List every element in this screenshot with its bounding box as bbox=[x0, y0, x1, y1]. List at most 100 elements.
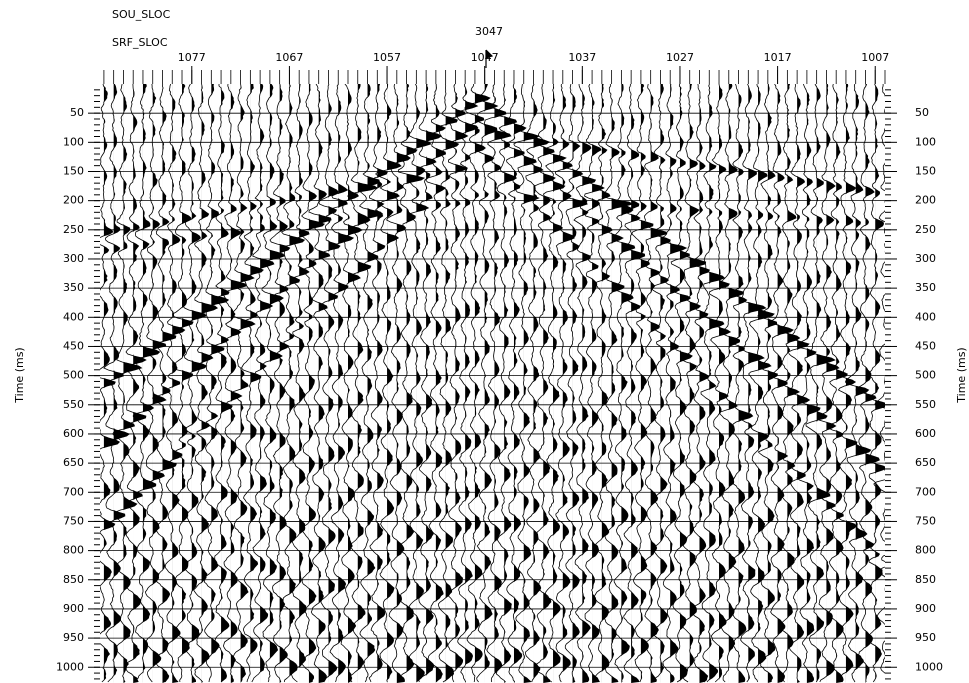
trace-fill bbox=[679, 84, 693, 683]
trace-wiggle bbox=[476, 84, 499, 683]
trace-wiggle bbox=[112, 84, 143, 683]
y-tick-label: 50 bbox=[70, 106, 84, 119]
trace-wiggle bbox=[100, 84, 121, 683]
trace-wiggle bbox=[748, 84, 775, 683]
y-tick-label: 150 bbox=[63, 164, 84, 177]
trace-fill bbox=[738, 84, 753, 683]
trace-fill bbox=[543, 84, 556, 683]
trace-fill bbox=[328, 84, 340, 683]
trace-fill bbox=[240, 84, 255, 683]
trace-wiggle bbox=[251, 84, 275, 683]
y-tick-label: 650 bbox=[63, 456, 84, 469]
y2-tick-label: 550 bbox=[915, 398, 936, 411]
trace-wiggle bbox=[340, 84, 363, 683]
trace-wiggle bbox=[328, 84, 355, 683]
y2-tick-label: 50 bbox=[915, 106, 929, 119]
trace-fill bbox=[289, 84, 305, 683]
trace-fill bbox=[797, 84, 810, 683]
trace-fill bbox=[133, 84, 146, 683]
trace-wiggle bbox=[817, 84, 840, 683]
trace-fill bbox=[172, 84, 185, 683]
trace-wiggle bbox=[867, 84, 885, 683]
y2-axis-label: Time (ms) bbox=[955, 347, 968, 403]
trace-wiggle bbox=[708, 84, 732, 683]
trace-wiggle bbox=[543, 84, 567, 683]
y2-tick-label: 700 bbox=[915, 485, 936, 498]
trace-wiggle bbox=[505, 84, 527, 683]
y-tick-label: 400 bbox=[63, 310, 84, 323]
trace-wiggle bbox=[757, 84, 778, 683]
trace-fill bbox=[621, 84, 635, 683]
y-tick-label: 450 bbox=[63, 339, 84, 352]
y2-tick-label: 400 bbox=[915, 310, 936, 323]
y-tick-label: 750 bbox=[63, 514, 84, 527]
trace-wiggle bbox=[436, 84, 460, 683]
trace-wiggle bbox=[651, 84, 671, 683]
trace-fill bbox=[230, 84, 246, 683]
trace-wiggle bbox=[211, 84, 233, 683]
trace-wiggle bbox=[375, 84, 402, 683]
y-tick-label: 300 bbox=[63, 252, 84, 265]
y-tick-label: 250 bbox=[63, 223, 84, 236]
y-tick-label: 100 bbox=[63, 135, 84, 148]
trace-wiggle bbox=[554, 84, 575, 683]
y2-tick-label: 500 bbox=[915, 369, 936, 382]
trace-wiggle bbox=[347, 84, 379, 683]
trace-wiggle bbox=[681, 84, 707, 683]
trace-fill bbox=[553, 84, 566, 683]
trace-fill bbox=[670, 84, 687, 683]
trace-fill bbox=[875, 84, 885, 683]
trace-wiggle bbox=[222, 84, 247, 683]
trace-wiggle bbox=[873, 84, 885, 674]
trace-wiggle bbox=[425, 84, 447, 683]
trace-wiggle bbox=[203, 84, 230, 683]
trace-fill bbox=[640, 84, 653, 683]
trace-wiggle bbox=[231, 84, 256, 683]
trace-wiggle bbox=[464, 84, 491, 683]
trace-fill bbox=[308, 84, 325, 683]
trace-wiggle bbox=[164, 84, 186, 683]
trace-wiggle bbox=[719, 84, 744, 683]
trace-wiggle bbox=[573, 84, 597, 683]
trace-wiggle bbox=[513, 84, 540, 683]
y2-tick-label: 650 bbox=[915, 456, 936, 469]
source-value: 3047 bbox=[475, 25, 503, 38]
trace-wiggle bbox=[318, 84, 341, 683]
trace-fill bbox=[338, 84, 354, 683]
trace-wiggle bbox=[730, 84, 754, 683]
trace-wiggle bbox=[770, 84, 794, 683]
trace-fill bbox=[719, 84, 731, 683]
y2-tick-label: 750 bbox=[915, 514, 936, 527]
trace-wiggle bbox=[152, 84, 177, 683]
trace-wiggle bbox=[787, 84, 811, 683]
trace-fill bbox=[250, 84, 264, 683]
y-tick-label: 800 bbox=[63, 544, 84, 557]
x-tick-label: 1027 bbox=[666, 51, 694, 64]
trace-wiggle bbox=[418, 84, 443, 683]
trace-wiggle bbox=[308, 84, 332, 683]
trace-fill bbox=[494, 84, 511, 683]
trace-fill bbox=[562, 84, 575, 683]
trace-fill bbox=[777, 84, 794, 683]
trace-wiggle bbox=[368, 84, 388, 683]
trace-fill bbox=[709, 84, 725, 683]
trace-wiggle bbox=[269, 84, 291, 683]
trace-wiggle bbox=[855, 84, 880, 683]
trace-fill bbox=[572, 84, 588, 683]
trace-fill bbox=[465, 84, 478, 683]
y-axis-label: Time (ms) bbox=[13, 347, 26, 403]
y-tick-label: 900 bbox=[63, 602, 84, 615]
trace-fill bbox=[455, 84, 468, 683]
trace-fill bbox=[582, 84, 596, 683]
trace-fill bbox=[855, 84, 871, 683]
trace-fill bbox=[113, 84, 130, 683]
trace-wiggle bbox=[446, 84, 469, 683]
trace-wiggle bbox=[407, 84, 432, 683]
trace-wiggle bbox=[612, 84, 636, 683]
trace-wiggle bbox=[642, 84, 667, 683]
trace-fill bbox=[260, 84, 274, 683]
trace-fill bbox=[406, 84, 425, 683]
trace-wiggle bbox=[397, 84, 426, 683]
trace-fill bbox=[592, 84, 604, 683]
y-tick-label: 500 bbox=[63, 369, 84, 382]
